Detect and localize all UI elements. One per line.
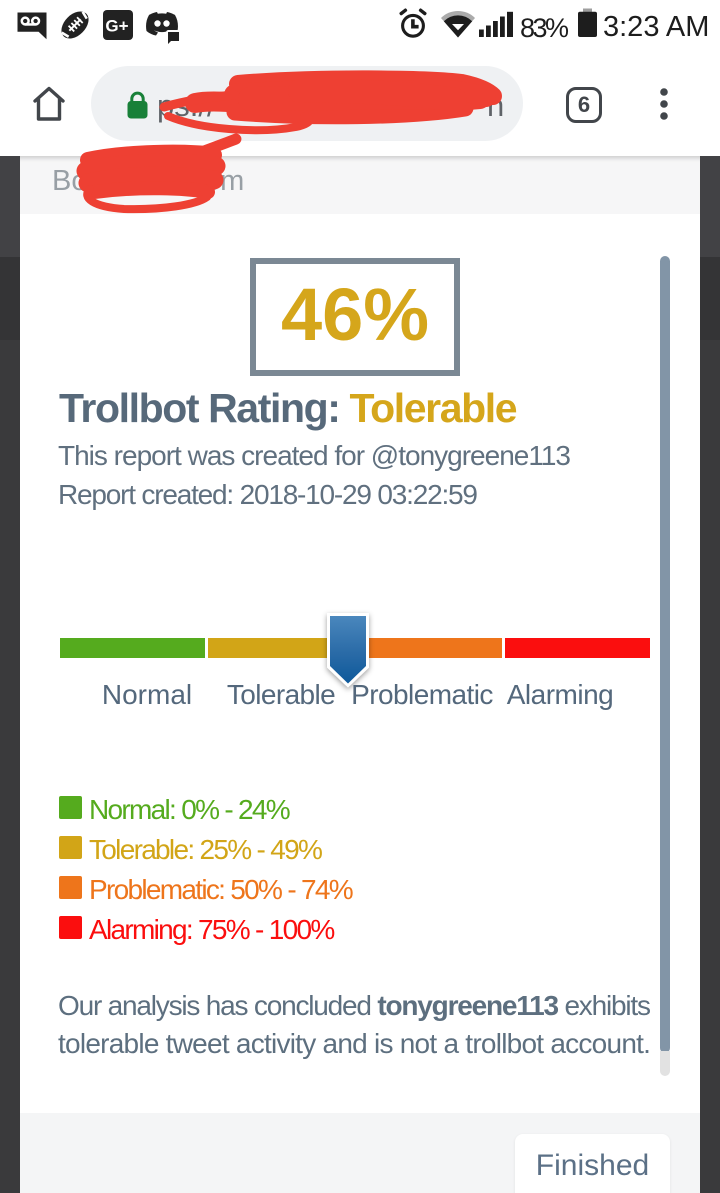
svg-text:G+: G+ bbox=[105, 17, 128, 36]
